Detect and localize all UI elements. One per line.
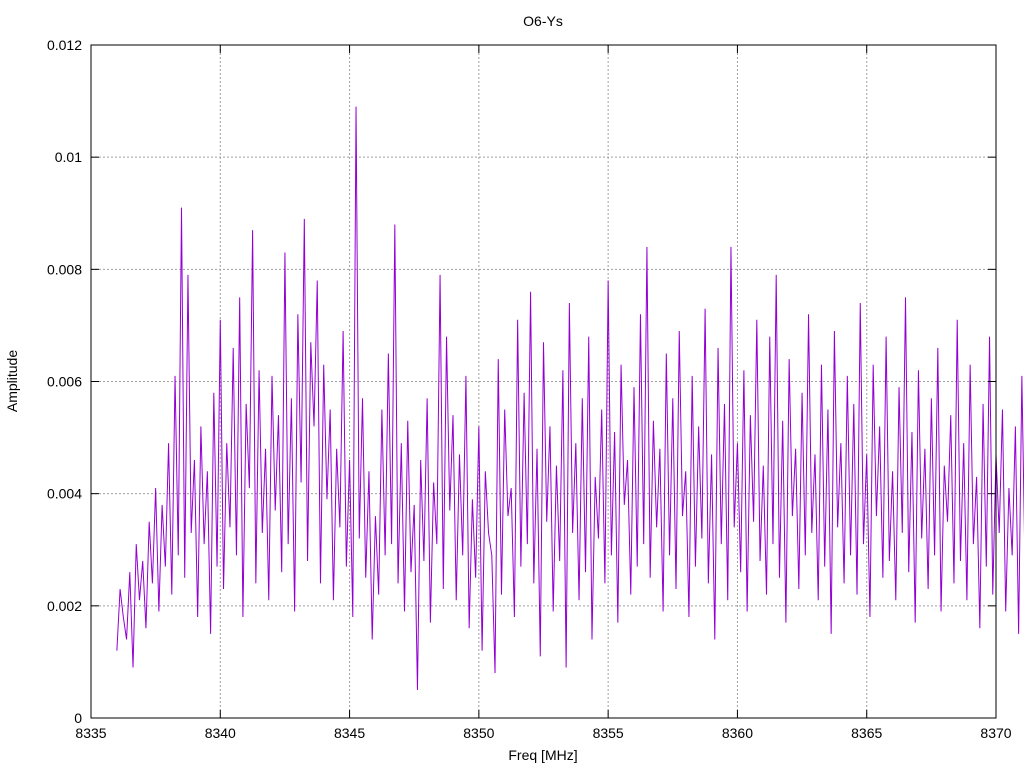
y-tick-label: 0.004 bbox=[47, 486, 82, 502]
x-tick-label: 8365 bbox=[851, 725, 882, 741]
x-tick-label: 8360 bbox=[722, 725, 753, 741]
x-axis-label: Freq [MHz] bbox=[508, 747, 577, 763]
x-tick-label: 8355 bbox=[593, 725, 624, 741]
tick-labels: 8335 8340 8345 8350 8355 8360 8365 8370 0 0.002 0.… bbox=[47, 37, 1012, 741]
x-tick-label: 8345 bbox=[334, 725, 365, 741]
y-tick-label: 0 bbox=[74, 710, 82, 726]
x-tick-label: 8340 bbox=[205, 725, 236, 741]
y-tick-label: 0.008 bbox=[47, 261, 82, 277]
y-tick-label: 0.012 bbox=[47, 37, 82, 53]
chart-title: O6-Ys bbox=[523, 13, 563, 29]
y-tick-label: 0.01 bbox=[55, 149, 82, 165]
x-tick-label: 8335 bbox=[75, 725, 106, 741]
ticks bbox=[90, 44, 997, 719]
y-tick-label: 0.002 bbox=[47, 598, 82, 614]
series-line-0 bbox=[116, 106, 1024, 690]
x-tick-label: 8350 bbox=[463, 725, 494, 741]
series-layer bbox=[116, 106, 1024, 690]
y-axis-label: Amplitude bbox=[4, 350, 20, 412]
y-tick-label: 0.006 bbox=[47, 374, 82, 390]
x-tick-label: 8370 bbox=[980, 725, 1011, 741]
